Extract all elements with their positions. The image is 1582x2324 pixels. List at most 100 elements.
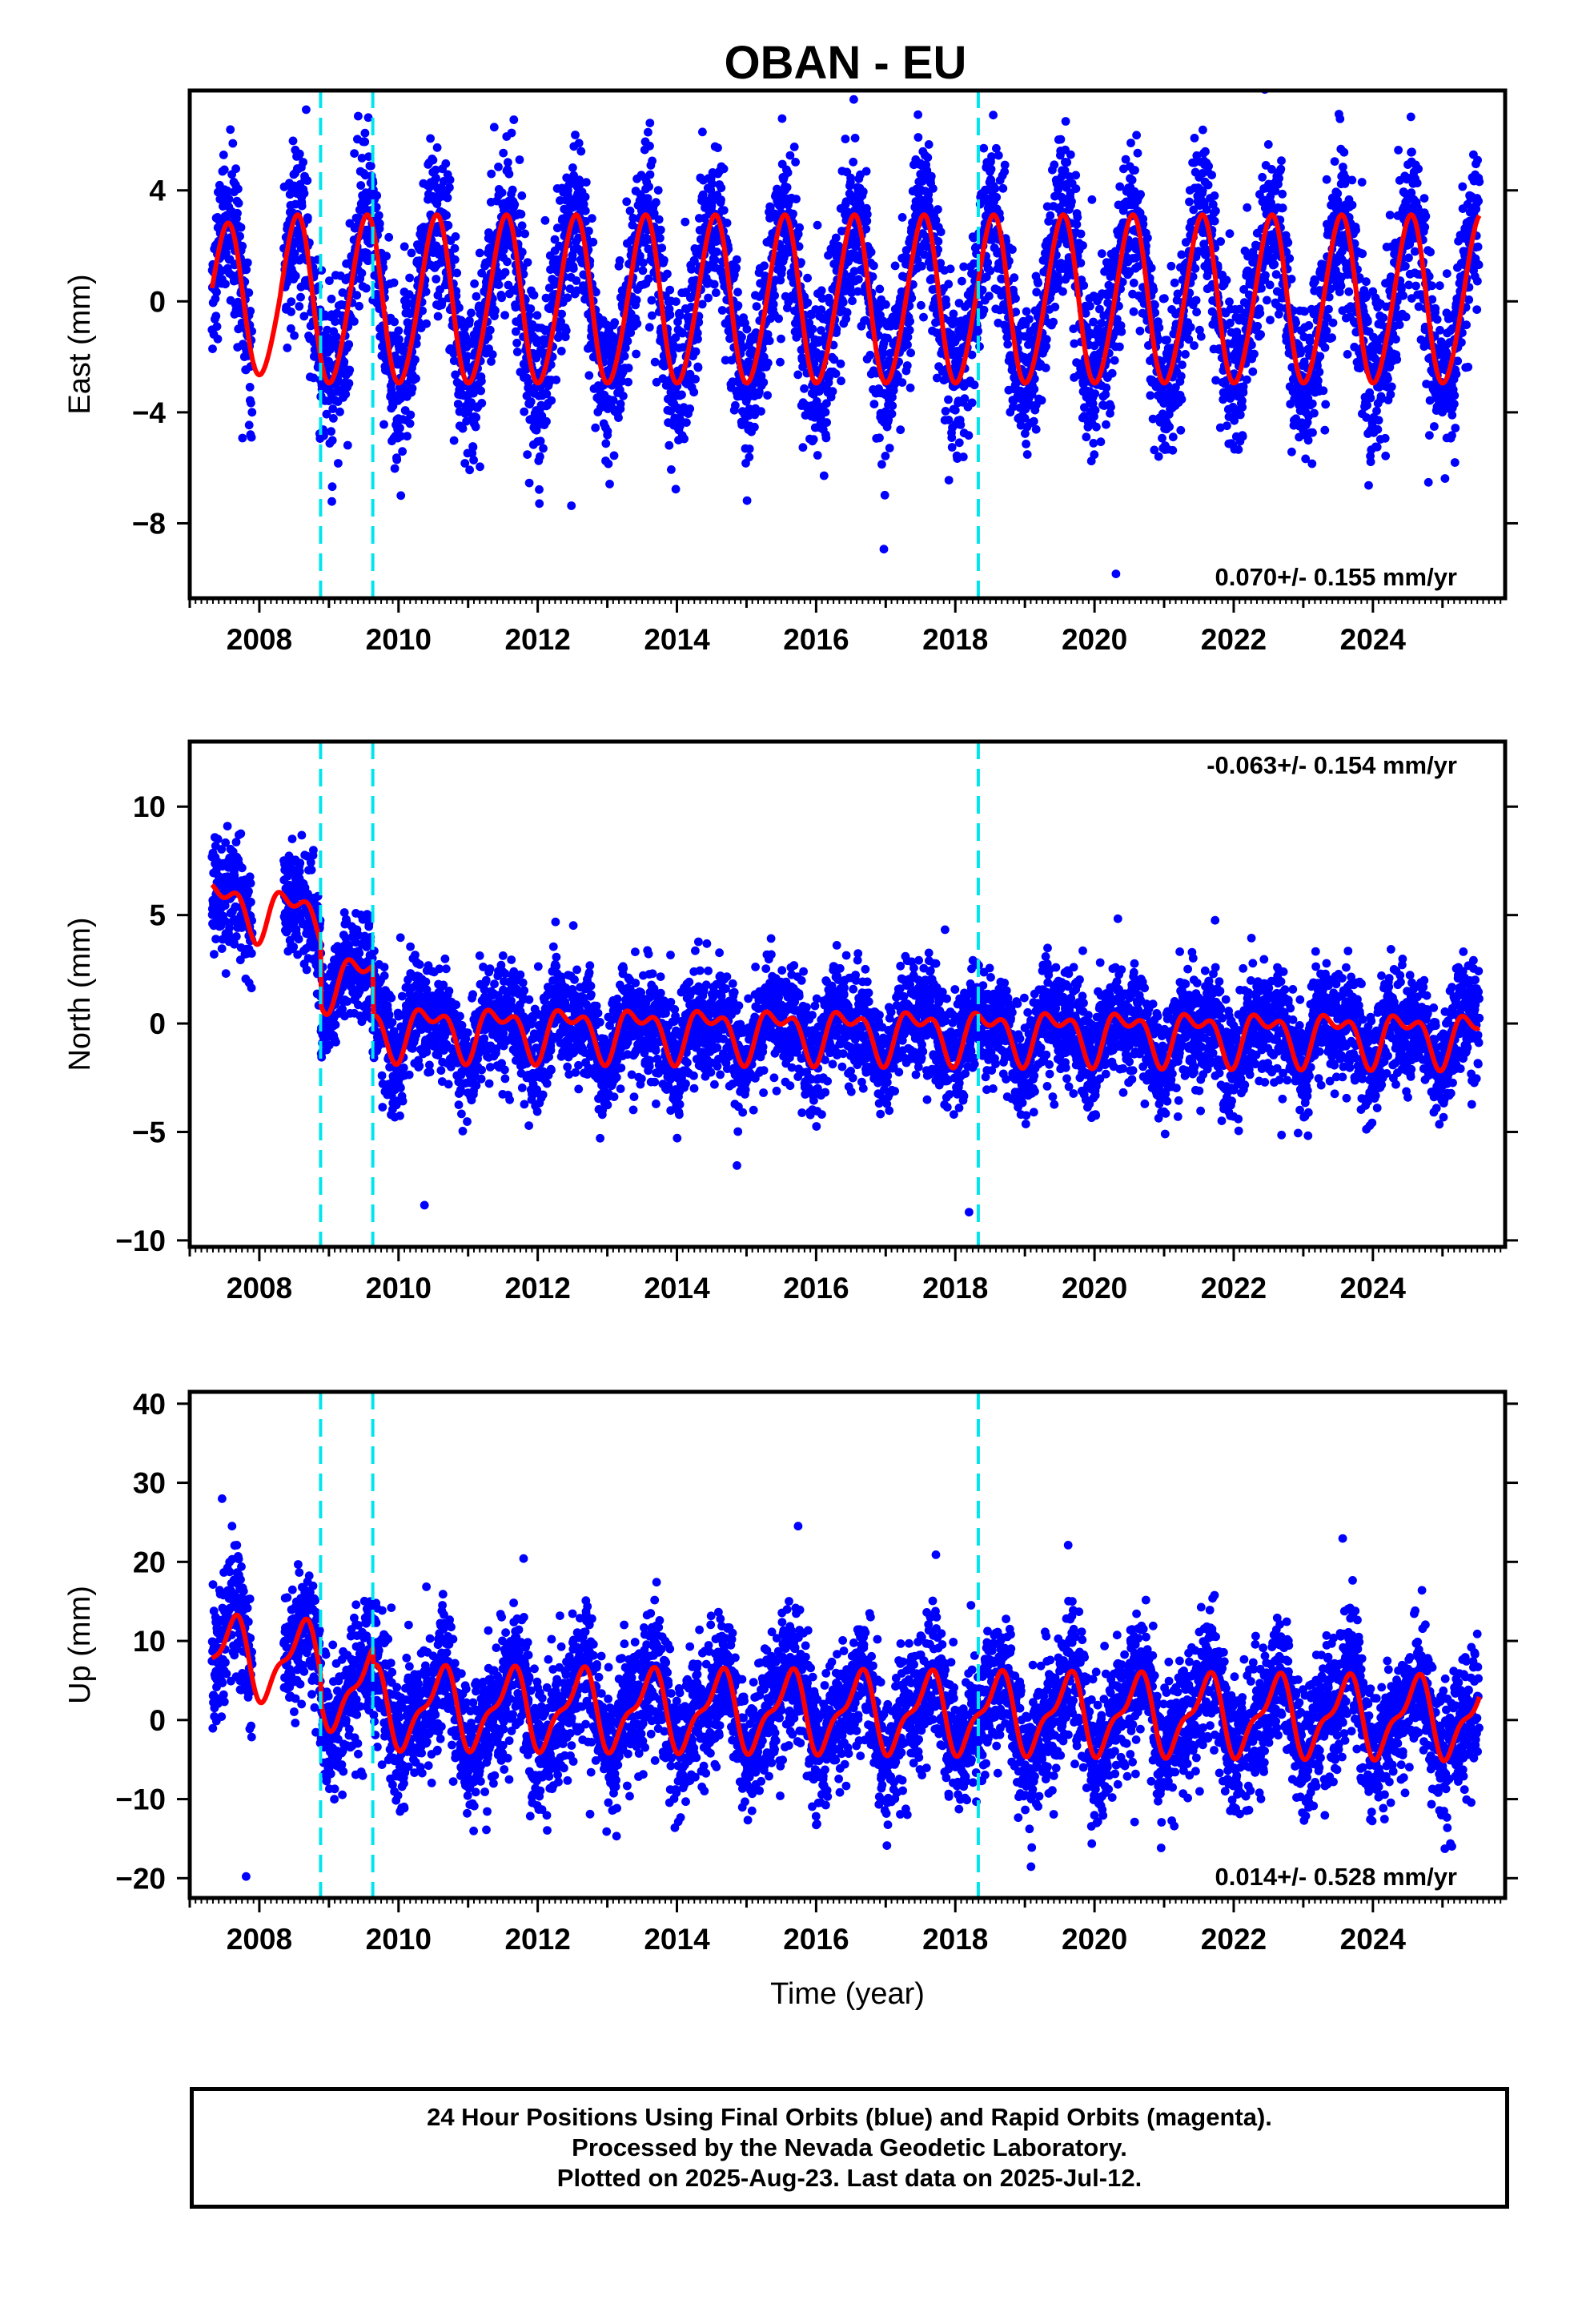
data-point [432,275,441,283]
data-point [491,306,500,316]
data-point [1235,410,1245,420]
data-point [1190,134,1199,143]
data-point [737,332,746,342]
data-point [247,408,257,417]
data-point [303,176,312,185]
data-point [1090,389,1100,398]
data-point [212,322,222,332]
data-point [1107,368,1117,378]
data-point [584,227,593,235]
data-point [1311,277,1319,287]
data-point [426,134,435,143]
data-point [831,369,841,378]
data-point [1037,396,1046,405]
data-point [868,272,877,281]
data-point [676,421,685,431]
data-point [476,462,484,472]
data-point [512,327,520,336]
data-point [1022,450,1032,459]
data-point [1166,261,1176,271]
data-point [390,464,400,473]
data-point [1154,452,1163,461]
data-point [817,326,825,335]
data-point [682,418,691,427]
data-point [1102,383,1111,392]
data-point [625,206,635,215]
data-point [529,291,539,300]
data-point [1029,416,1038,426]
data-point [322,409,331,419]
data-point [535,499,544,509]
data-point [819,471,829,480]
data-point [919,312,928,322]
data-point [1308,428,1317,437]
data-point [1082,432,1091,442]
panels: 2008 2010 2012 2014 2016 2018 2020 2022 2024−8−4… [63,88,1518,2011]
data-point [287,297,296,306]
data-point [411,355,420,364]
data-point [690,256,699,266]
data-point [323,325,331,335]
data-point [403,432,412,441]
data-point [923,153,933,163]
data-point [350,317,359,326]
data-point [846,173,855,183]
data-point [476,386,485,396]
data-point [1238,403,1247,412]
data-point [412,340,421,348]
data-point [442,211,451,220]
data-point [763,391,772,400]
data-point [571,131,580,139]
data-point [808,324,817,334]
data-point [283,344,292,352]
data-point [849,94,858,104]
data-point [1270,259,1279,269]
data-point [639,258,648,267]
data-point [470,279,479,288]
data-point [343,440,352,450]
data-point [1111,569,1121,578]
data-point [1238,432,1247,441]
data-point [960,394,970,404]
data-point [1191,296,1201,305]
data-point [946,264,955,274]
data-point [986,266,995,275]
data-point [1248,367,1258,376]
data-point [325,276,334,285]
data-point [693,363,703,372]
data-point [588,214,596,223]
data-point [243,258,252,267]
data-point [455,303,464,312]
data-point [861,224,871,234]
data-point [472,412,481,422]
data-point [1266,316,1275,324]
data-point [644,274,653,283]
data-point [352,291,362,300]
data-point [902,361,912,370]
data-point [296,292,305,302]
data-point [576,147,586,156]
data-point [812,396,821,406]
data-point [287,324,295,333]
data-point [821,433,831,443]
data-point [926,171,936,181]
data-point [1071,184,1081,194]
data-point [880,490,889,500]
data-point [1223,421,1231,431]
data-point [1310,408,1319,418]
data-point [452,268,462,278]
data-point [648,311,656,320]
data-point [295,302,304,311]
data-point [1056,135,1066,144]
data-point [563,293,572,303]
data-point [1210,191,1219,200]
data-point [769,300,778,309]
data-point [745,452,754,462]
data-point [1117,327,1126,336]
data-point [644,182,653,191]
data-point [986,164,996,174]
data-point [299,189,309,198]
data-point [412,374,420,384]
data-point [694,318,704,327]
data-point [628,214,638,223]
